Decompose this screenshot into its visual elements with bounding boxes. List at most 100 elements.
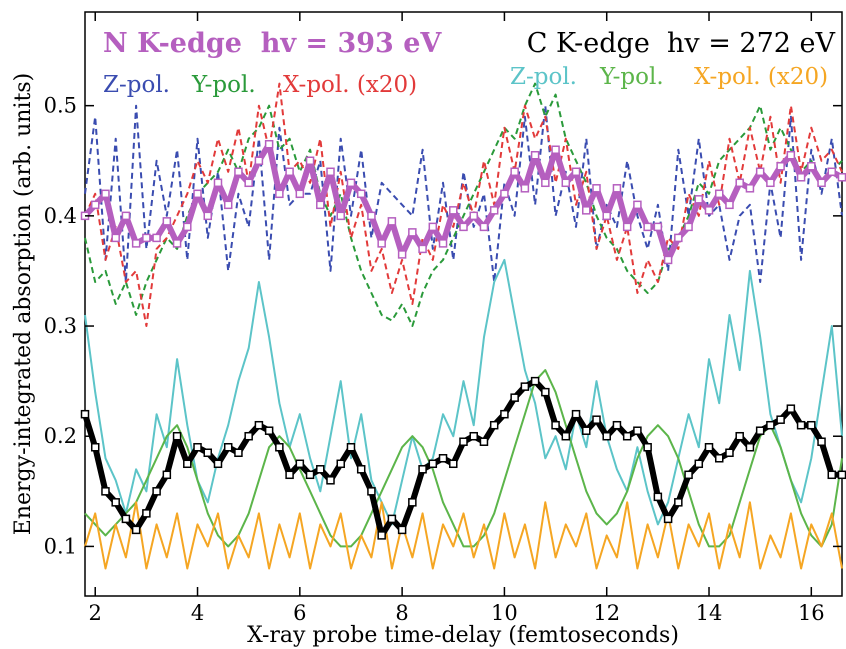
data-point bbox=[223, 200, 233, 210]
data-point bbox=[653, 222, 663, 232]
data-point bbox=[408, 498, 417, 507]
data-point bbox=[121, 514, 131, 524]
data-point bbox=[428, 222, 438, 232]
data-point bbox=[131, 525, 141, 535]
data-point bbox=[90, 442, 100, 452]
data-point bbox=[714, 454, 724, 463]
legend-c-z-pol: Z-pol. bbox=[510, 64, 577, 90]
y-tick-label: 0.5 bbox=[44, 94, 77, 118]
data-point bbox=[275, 442, 284, 452]
data-point bbox=[684, 222, 693, 232]
data-point bbox=[377, 531, 386, 540]
data-point bbox=[305, 470, 315, 480]
y-tick-label: 0.1 bbox=[44, 534, 77, 558]
data-point bbox=[142, 233, 151, 243]
data-point bbox=[397, 525, 407, 535]
series-n-y-pol bbox=[84, 82, 843, 327]
data-point bbox=[438, 454, 448, 463]
data-point bbox=[827, 167, 837, 177]
data-point bbox=[663, 514, 673, 524]
data-point bbox=[489, 206, 499, 215]
data-point bbox=[612, 420, 622, 430]
series-n-k-edge-total bbox=[80, 139, 846, 265]
data-point bbox=[295, 189, 305, 199]
x-tick-label: 16 bbox=[798, 601, 825, 625]
data-point bbox=[582, 426, 591, 435]
data-point bbox=[80, 409, 90, 419]
data-point bbox=[285, 470, 294, 480]
data-point bbox=[541, 178, 550, 188]
data-point bbox=[449, 459, 458, 469]
data-point bbox=[254, 420, 264, 430]
data-point bbox=[766, 178, 775, 188]
data-point bbox=[418, 465, 427, 474]
data-point bbox=[776, 415, 785, 424]
data-point bbox=[704, 206, 714, 215]
data-point bbox=[244, 431, 253, 441]
data-point bbox=[152, 487, 161, 496]
data-point bbox=[725, 200, 734, 210]
data-point bbox=[203, 448, 213, 458]
data-point bbox=[622, 431, 632, 441]
data-point bbox=[755, 167, 765, 177]
legend-c-x-pol: X-pol. (x20) bbox=[694, 64, 828, 90]
legend-n-title: N K-edge hv = 393 eV bbox=[103, 28, 442, 59]
data-point bbox=[336, 459, 345, 469]
data-point bbox=[162, 470, 172, 480]
y-axis-label: Energy-integrated absorption (arb. units… bbox=[11, 73, 36, 535]
data-point bbox=[316, 465, 325, 474]
data-point bbox=[684, 470, 693, 480]
series-line-c-x-pol-x20 bbox=[84, 501, 843, 570]
y-tick-label: 0.2 bbox=[44, 424, 77, 448]
y-tick-label: 0.3 bbox=[44, 314, 77, 338]
series-line-c-z-pol bbox=[84, 258, 843, 526]
data-point bbox=[336, 211, 345, 221]
data-point bbox=[469, 431, 478, 441]
series-c-z-pol bbox=[84, 258, 843, 526]
data-point bbox=[121, 211, 131, 221]
legend-c-y-pol: Y-pol. bbox=[599, 64, 664, 90]
data-point bbox=[346, 178, 356, 188]
data-point bbox=[469, 211, 478, 221]
data-point bbox=[254, 156, 264, 166]
data-point bbox=[142, 509, 151, 518]
data-point bbox=[745, 442, 755, 452]
data-point bbox=[387, 514, 397, 524]
data-point bbox=[817, 437, 826, 446]
data-point bbox=[111, 233, 120, 243]
data-point bbox=[203, 211, 213, 221]
data-point bbox=[622, 222, 632, 232]
data-point bbox=[633, 426, 642, 435]
legend-n-x-pol: X-pol. (x20) bbox=[283, 72, 417, 98]
data-point bbox=[612, 184, 622, 193]
data-point bbox=[356, 465, 366, 474]
data-point bbox=[449, 206, 458, 215]
x-axis-label: X-ray probe time-delay (femtoseconds) bbox=[247, 623, 679, 648]
data-point bbox=[735, 178, 744, 188]
series-line-n-y-pol bbox=[84, 82, 843, 327]
data-point bbox=[694, 195, 704, 204]
data-point bbox=[152, 233, 161, 243]
data-point bbox=[234, 167, 243, 177]
data-point bbox=[285, 167, 294, 177]
data-point bbox=[837, 470, 846, 480]
data-point bbox=[397, 250, 407, 259]
series-c-k-edge-total bbox=[80, 376, 846, 540]
data-point bbox=[530, 376, 540, 386]
data-point bbox=[551, 145, 560, 154]
data-point bbox=[674, 233, 683, 243]
x-tick-label: 4 bbox=[191, 601, 204, 625]
data-point bbox=[582, 206, 591, 215]
data-point bbox=[264, 426, 274, 435]
data-point bbox=[541, 387, 550, 397]
data-point bbox=[459, 222, 468, 232]
data-point bbox=[305, 156, 315, 166]
data-point bbox=[489, 420, 499, 430]
data-point bbox=[111, 498, 120, 507]
data-point bbox=[704, 442, 714, 452]
x-tick-label: 10 bbox=[491, 601, 518, 625]
data-point bbox=[571, 167, 581, 177]
data-point bbox=[275, 189, 284, 199]
data-point bbox=[653, 492, 663, 502]
y-tick-label: 0.4 bbox=[44, 204, 77, 228]
